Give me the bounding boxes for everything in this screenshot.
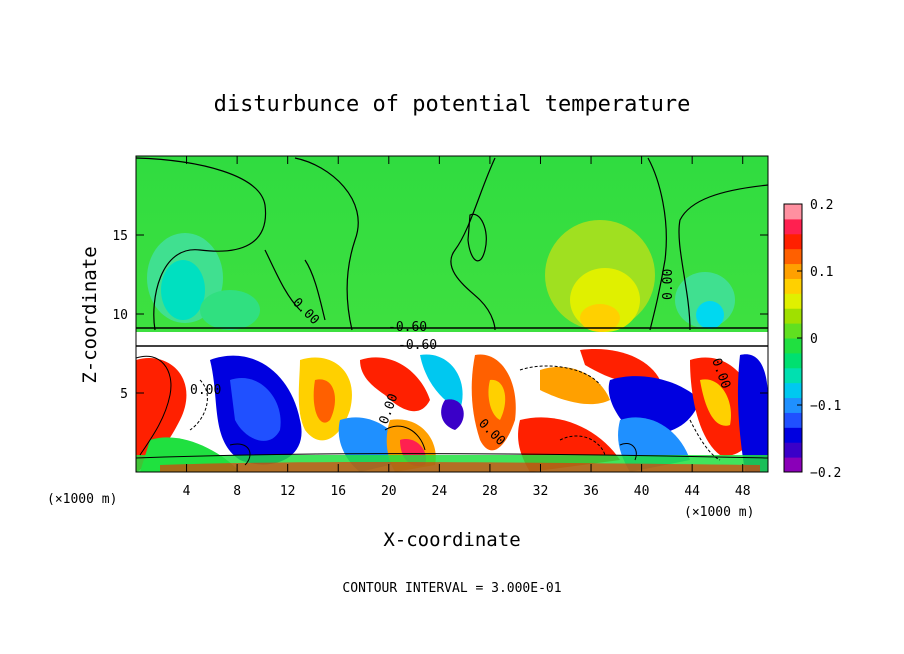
x-tick-label: 8 [233,484,241,499]
colorbar-swatch [784,427,802,443]
y-tick-label: 10 [112,308,128,323]
colorbar-swatch [784,323,802,339]
y-tick-label: 5 [120,387,128,402]
y-axis-label: Z-coordinate [79,246,101,383]
colorbar-swatch [784,218,802,235]
colorbar-swatch [784,412,802,428]
colorbar-swatch [784,382,802,399]
colorbar-swatch [784,204,802,220]
x-tick-label: 44 [684,484,700,499]
colorbar-tick-label: 0.1 [810,265,833,280]
colorbar-swatch [784,278,802,294]
y-axis: 5 10 15 [112,229,768,402]
x-axis-label: X-coordinate [383,529,520,551]
colorbar-swatch [784,457,802,473]
x-unit-right: (×1000 m) [684,505,754,520]
x-tick-label: 24 [432,484,448,499]
colorbar-swatch [784,352,802,369]
colorbar-tick-label: 0 [810,332,818,347]
chart-title: disturbunce of potential temperature [214,92,691,117]
colorbar-tick-label: −0.2 [810,466,841,481]
contour-label: -0.60 [388,320,427,335]
x-unit-left: (×1000 m) [47,492,117,507]
x-tick-label: 20 [381,484,397,499]
colorbar-swatch [784,397,802,413]
colorbar-swatch [784,308,802,324]
colorbar-swatch [784,442,802,458]
x-tick-label: 48 [735,484,751,499]
colorbar-swatch [784,338,802,354]
x-axis: 4 8 12 16 20 24 28 32 36 40 44 48 [183,156,751,499]
colorbar-ticks: 0.2 0.1 0 −0.1 −0.2 [797,198,841,481]
contour-label: 0.00 [661,269,676,300]
x-tick-label: 40 [634,484,650,499]
colorbar [784,204,802,473]
plot-field [136,156,768,472]
colorbar-swatch [784,293,802,309]
contour-interval: CONTOUR INTERVAL = 3.000E-01 [342,581,561,596]
x-tick-label: 32 [533,484,549,499]
colorbar-tick-label: 0.2 [810,198,833,213]
y-tick-label: 15 [112,229,128,244]
colorbar-swatch [784,367,802,384]
x-tick-label: 36 [583,484,599,499]
colorbar-swatch [784,263,802,279]
x-tick-label: 12 [280,484,296,499]
contour-label: 0.00 [190,383,221,398]
contour-label: -0.60 [398,338,437,353]
colorbar-swatch [784,248,802,265]
x-tick-label: 16 [330,484,346,499]
colorbar-swatch [784,233,802,250]
x-tick-label: 4 [183,484,191,499]
colorbar-tick-label: −0.1 [810,399,841,414]
x-tick-label: 28 [482,484,498,499]
